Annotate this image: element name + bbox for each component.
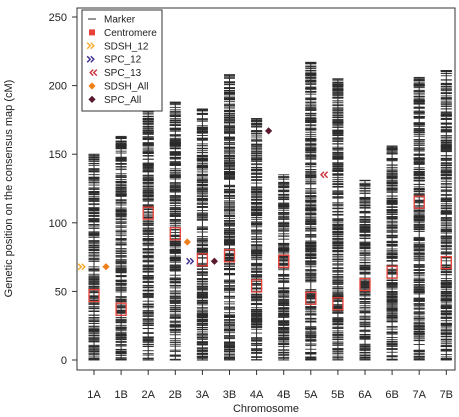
centromere-marker (440, 255, 452, 270)
x-tick-label: 6B (385, 389, 398, 401)
centromere-marker (169, 227, 181, 241)
centromere-marker (278, 254, 290, 268)
spc-13-marker (323, 171, 329, 179)
legend-label: Centromere (104, 28, 157, 39)
legend-label: SPC_13 (104, 68, 142, 79)
centromere-marker (223, 249, 236, 263)
sdsh-12-marker (77, 263, 83, 271)
spc-all-marker (210, 257, 218, 265)
sdsh-all-marker (183, 238, 191, 246)
legend-symbol-diamond (88, 95, 96, 103)
legend-box (81, 9, 163, 112)
sdsh-all-marker (102, 263, 110, 271)
x-tick-label: 5A (304, 389, 318, 401)
centromere-marker (142, 206, 154, 220)
y-tick-label: 150 (49, 149, 67, 161)
y-axis-title: Genetic position on the consensus map (c… (3, 80, 15, 298)
legend-label: Marker (104, 15, 136, 26)
x-tick-label: 1A (87, 389, 101, 401)
x-tick-label: 2A (141, 389, 155, 401)
legend-symbol-chevron (90, 42, 95, 50)
x-tick-label: 1B (114, 389, 127, 401)
legend-label: SPC_12 (104, 55, 142, 66)
legend-symbol-centromere (89, 29, 95, 36)
y-tick-label: 0 (61, 355, 67, 367)
sdsh-12-marker (81, 263, 86, 271)
legend-label: SDSH_12 (104, 41, 149, 52)
x-tick-label: 2B (169, 389, 182, 401)
x-tick-label: 6A (358, 389, 372, 401)
x-tick-label: 4A (250, 389, 264, 401)
spc-12-marker (186, 257, 191, 265)
centromere-marker (88, 288, 100, 303)
centromere-marker (115, 302, 127, 316)
spc-13-marker (320, 171, 325, 179)
y-tick-label: 200 (49, 81, 67, 93)
spc-all-marker (265, 127, 273, 135)
centromere-marker (413, 195, 425, 209)
x-tick-label: 3B (223, 389, 236, 401)
legend-label: SDSH_All (104, 82, 148, 93)
x-tick-label: 7A (412, 389, 426, 401)
x-tick-label: 7B (440, 389, 453, 401)
legend-symbol-chevron (86, 42, 92, 50)
x-tick-label: 3A (196, 389, 210, 401)
centromere-marker (250, 279, 263, 293)
centromere-marker (196, 253, 209, 267)
legend-symbol-chevron (90, 55, 95, 63)
legend-symbol-chevron (89, 69, 94, 77)
legend-symbol-chevron (92, 69, 98, 77)
x-axis-title: Chromosome (233, 403, 299, 415)
y-tick-label: 100 (49, 218, 67, 230)
y-tick-label: 50 (55, 286, 67, 298)
legend-label: SPC_All (104, 95, 141, 106)
legend-symbol-chevron (86, 55, 92, 63)
x-tick-label: 4B (277, 389, 290, 401)
centromere-marker (386, 265, 398, 279)
y-tick-label: 250 (49, 12, 67, 24)
legend-symbol-diamond (88, 82, 96, 90)
spc-12-marker (189, 257, 195, 265)
centromere-marker (332, 297, 344, 311)
x-tick-label: 5B (331, 389, 344, 401)
centromere-marker (359, 277, 371, 292)
plot-frame (76, 7, 456, 371)
centromere-marker (305, 291, 317, 305)
